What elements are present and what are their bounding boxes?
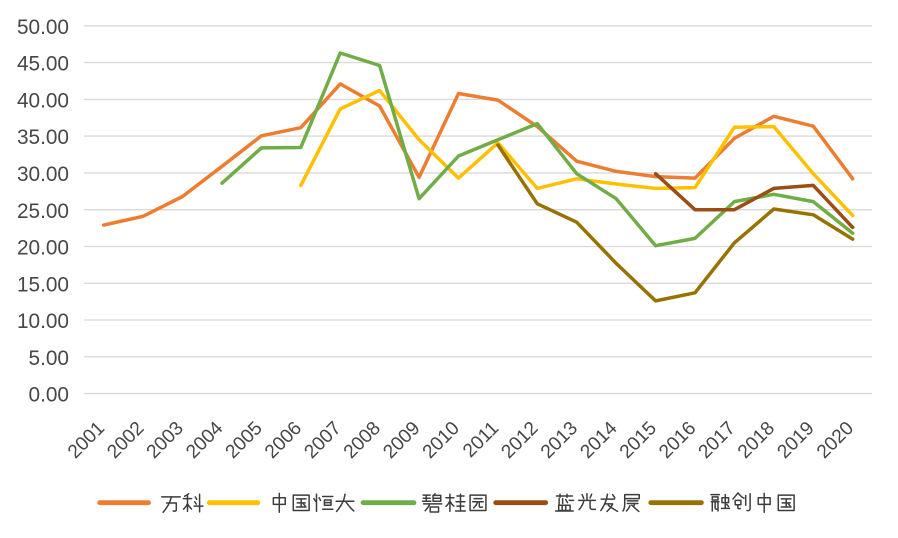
svg-text:0.00: 0.00	[29, 384, 69, 407]
svg-text:5.00: 5.00	[29, 347, 69, 370]
svg-text:15.00: 15.00	[17, 273, 69, 296]
svg-text:40.00: 40.00	[17, 90, 69, 113]
svg-text:20.00: 20.00	[17, 237, 69, 260]
svg-text:45.00: 45.00	[17, 53, 69, 76]
svg-text:10.00: 10.00	[17, 310, 69, 333]
svg-text:25.00: 25.00	[17, 200, 69, 223]
svg-text:35.00: 35.00	[17, 126, 69, 149]
svg-text:30.00: 30.00	[17, 163, 69, 186]
svg-text:50.00: 50.00	[17, 16, 69, 39]
